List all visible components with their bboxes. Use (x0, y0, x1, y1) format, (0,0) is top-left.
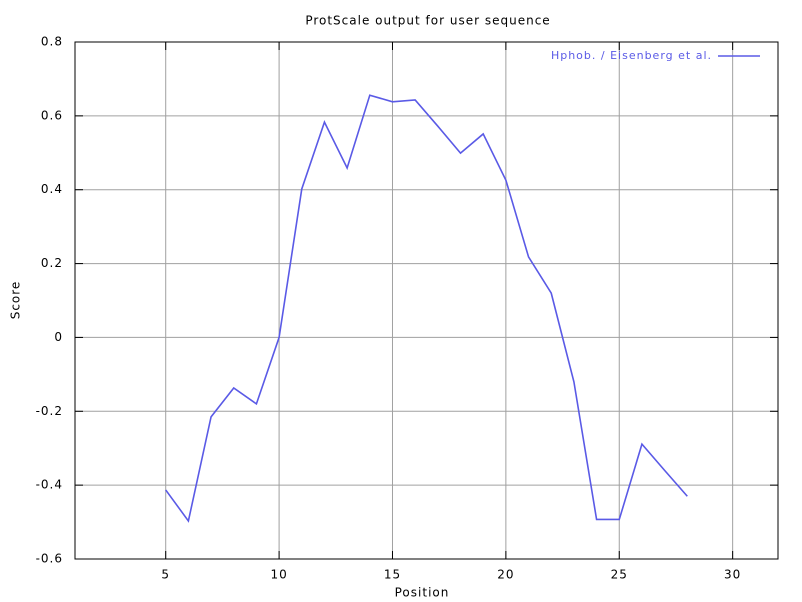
y-tick-label: 0.2 (41, 256, 63, 270)
x-tick-label: 15 (384, 568, 401, 582)
y-tick-label: 0.6 (41, 108, 63, 122)
x-tick-label: 30 (724, 568, 741, 582)
y-tick-label: 0.8 (41, 35, 63, 49)
y-tick-label: 0.4 (41, 182, 63, 196)
data-line (165, 94, 688, 523)
y-tick-label: -0.2 (36, 404, 63, 418)
y-tick-label: 0 (54, 330, 63, 344)
x-tick-label: 10 (270, 568, 287, 582)
y-tick-label: -0.6 (36, 552, 63, 566)
chart-title: ProtScale output for user sequence (305, 14, 550, 28)
x-axis-label: Position (395, 586, 450, 600)
x-tick-label: 5 (161, 568, 170, 582)
x-tick-label: 25 (611, 568, 628, 582)
y-tick-label: -0.4 (36, 478, 63, 492)
plot-frame (74, 41, 779, 560)
x-tick-label: 20 (497, 568, 514, 582)
legend-label: Hphob. / Eisenberg et al. (551, 49, 712, 62)
y-axis-label: Score (9, 281, 23, 320)
